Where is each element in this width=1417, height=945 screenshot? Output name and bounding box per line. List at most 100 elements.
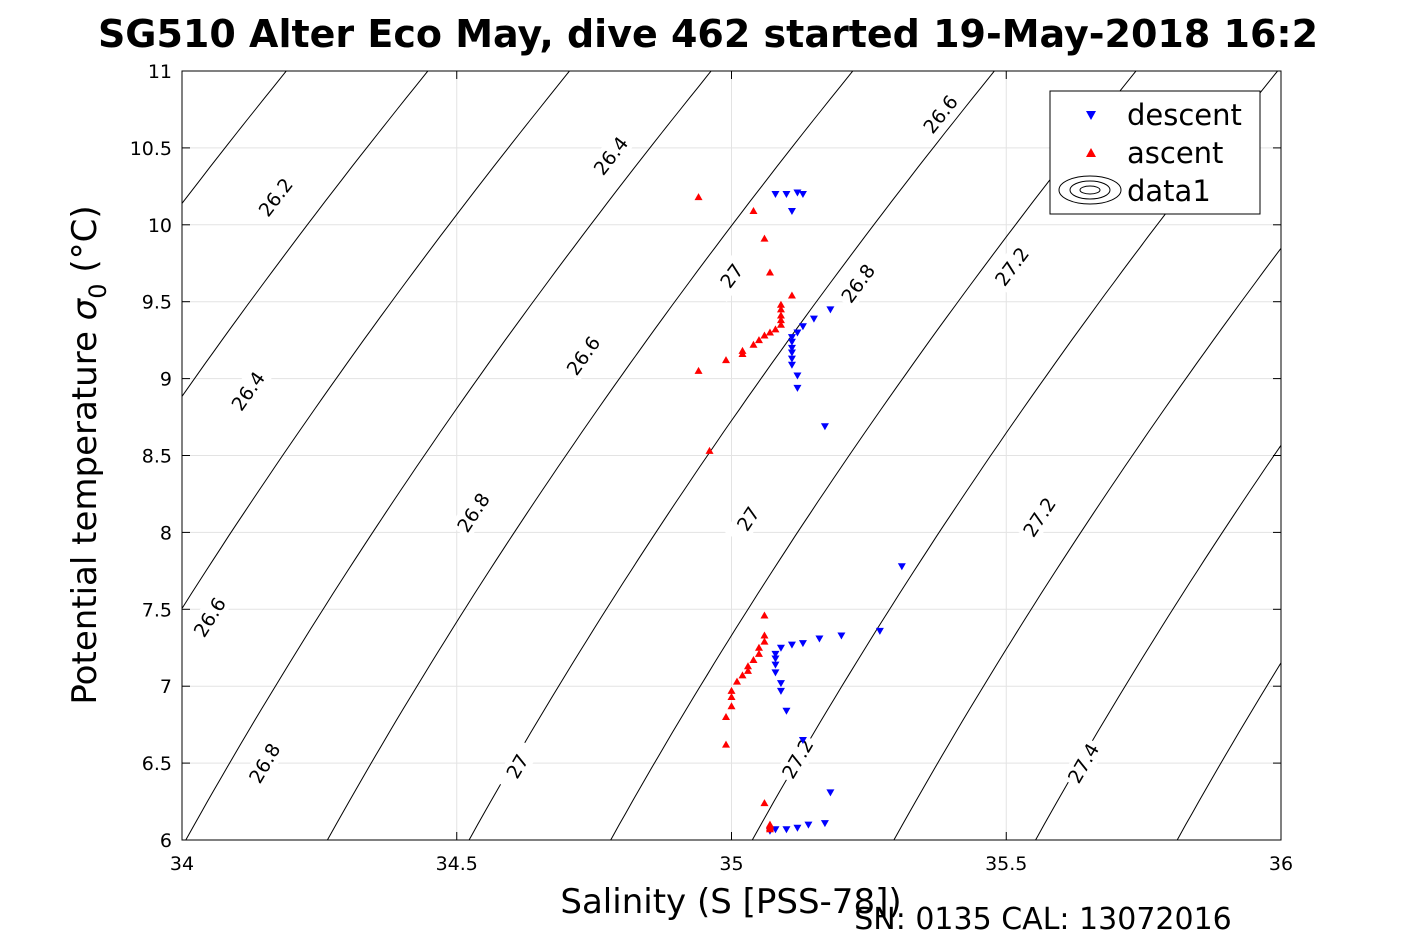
descent-point	[782, 826, 791, 834]
y-axis-label-symbol: σ	[65, 297, 105, 320]
y-tick-label: 8.5	[142, 446, 172, 468]
contour-label: 27.2	[774, 731, 820, 786]
x-tick-label: 35.5	[985, 853, 1027, 875]
contour-label: 27.2	[987, 239, 1036, 293]
ascent-point	[727, 702, 736, 710]
isopycnal-28.2	[1176, 661, 1281, 840]
legend-descent-label: descent	[1127, 98, 1242, 132]
chart-title: SG510 Alter Eco May, dive 462 started 19…	[98, 12, 1318, 56]
ascent-point	[743, 666, 752, 674]
ascent-point	[749, 340, 758, 348]
x-axis-label: Salinity (S [PSS-78])	[560, 882, 901, 922]
descent-point	[787, 349, 796, 357]
descent-point	[771, 191, 780, 199]
descent-point	[820, 820, 829, 828]
descent-point	[809, 315, 818, 323]
descent-point	[787, 334, 796, 342]
isopycnal-27.8	[893, 247, 1281, 840]
descent-point	[771, 661, 780, 669]
descent-point	[826, 789, 835, 797]
contour-label-bg	[586, 129, 635, 182]
ascent-point	[754, 649, 763, 657]
ascent-point	[760, 611, 769, 619]
ascent-point	[738, 349, 747, 357]
ascent-point	[722, 356, 731, 364]
isopycnal-27	[326, 71, 854, 840]
legend-data1-label: data1	[1127, 174, 1211, 208]
contour-label: 26.2	[251, 170, 300, 224]
contour-label: 26.6	[559, 329, 607, 382]
isopycnal-26.8	[185, 71, 712, 840]
ascent-point	[765, 268, 774, 276]
descent-point	[798, 640, 807, 648]
x-tick-label: 34	[170, 853, 194, 875]
contour-label: 27.2	[1015, 490, 1063, 544]
descent-point	[875, 627, 884, 635]
contour-label-bg	[241, 736, 287, 790]
y-tick-label: 11	[148, 61, 172, 83]
contour-label-bg	[724, 491, 772, 546]
descent-point	[771, 650, 780, 658]
descent-point	[787, 344, 796, 352]
ascent-point	[754, 336, 763, 344]
contour-label-bg	[186, 590, 233, 644]
descent-point	[782, 191, 791, 199]
x-tick-label: 35	[719, 853, 743, 875]
data-points	[694, 189, 906, 835]
contour-label-bg	[987, 239, 1036, 293]
contour-label: 27	[707, 249, 756, 303]
y-axis-label-unit: (°C)	[65, 205, 105, 272]
contour-label: 26.6	[915, 87, 965, 141]
contour-label-bg	[833, 256, 882, 310]
ascent-point	[694, 193, 703, 201]
descent-point	[782, 707, 791, 715]
ascent-point	[760, 631, 769, 639]
descent-point	[837, 632, 846, 640]
y-tick-label: 10.5	[130, 138, 172, 160]
contour-label-bg	[774, 731, 820, 786]
y-axis-label-text: Potential temperature	[65, 331, 105, 704]
ascent-point	[771, 325, 780, 333]
ascent-point	[760, 331, 769, 339]
contour-label-bg	[1060, 736, 1106, 790]
descent-point	[787, 355, 796, 363]
contour-label-bg	[915, 87, 965, 141]
ascent-point	[776, 316, 785, 324]
ascent-point	[765, 328, 774, 336]
y-tick-label: 7.5	[142, 599, 172, 621]
ascent-point	[727, 692, 736, 700]
legend: descent ascent data1	[1049, 90, 1261, 215]
contour-label-bg	[494, 739, 540, 793]
descent-point	[787, 207, 796, 215]
ascent-point	[749, 206, 758, 214]
ascent-point	[760, 637, 769, 645]
footer-serial-cal: SN: 0135 CAL: 13072016	[854, 902, 1232, 937]
descent-point	[820, 423, 829, 431]
ascent-point	[705, 446, 714, 454]
legend-descent-marker	[1086, 111, 1096, 120]
y-axis-label-subscript: 0	[84, 283, 112, 298]
descent-point	[776, 644, 785, 652]
contour-label: 26.4	[224, 364, 272, 418]
descent-point	[771, 655, 780, 663]
descent-point	[798, 323, 807, 331]
contour-label: 26.4	[586, 129, 635, 182]
descent-point	[804, 821, 813, 829]
ascent-point	[760, 234, 769, 242]
y-tick-label: 9.5	[142, 292, 172, 314]
descent-point	[793, 384, 802, 392]
isopycnal-26.4	[182, 71, 429, 398]
descent-point	[787, 338, 796, 346]
descent-point	[798, 737, 807, 745]
ascent-point	[694, 366, 703, 374]
contour-label-bg	[1015, 490, 1063, 544]
contour-label: 26.6	[186, 590, 233, 644]
ascent-point	[754, 643, 763, 651]
ascent-point	[760, 799, 769, 807]
y-tick-label: 6	[160, 830, 172, 852]
y-tick-label: 10	[148, 215, 172, 237]
ascent-point	[776, 305, 785, 313]
y-tick-label: 7	[160, 676, 172, 698]
descent-point	[771, 669, 780, 677]
